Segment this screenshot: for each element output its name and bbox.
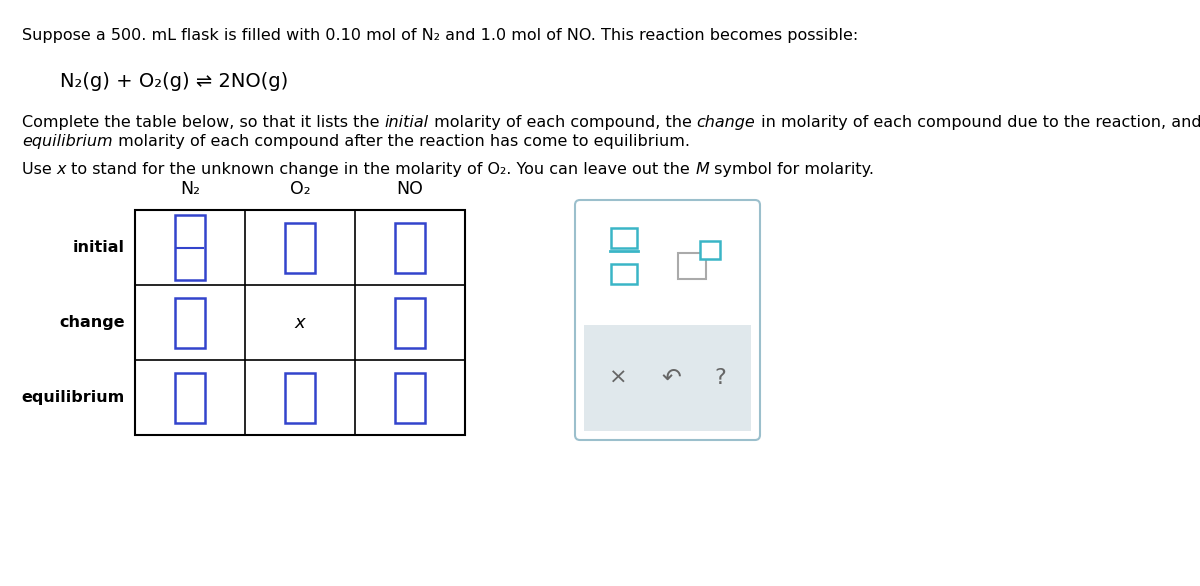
Bar — [175, 373, 205, 423]
Bar — [175, 215, 205, 280]
Text: x: x — [295, 314, 305, 332]
Bar — [286, 223, 314, 272]
Text: x: x — [56, 162, 66, 177]
Text: equilibrium: equilibrium — [22, 134, 113, 149]
Bar — [395, 373, 425, 423]
Text: M: M — [695, 162, 709, 177]
Bar — [584, 325, 751, 431]
Bar — [678, 253, 706, 278]
Text: molarity of each compound after the reaction has come to equilibrium.: molarity of each compound after the reac… — [113, 134, 690, 149]
Bar — [700, 240, 720, 258]
Text: O₂: O₂ — [289, 180, 311, 198]
Text: to stand for the unknown change in the molarity of O₂. You can leave out the: to stand for the unknown change in the m… — [66, 162, 695, 177]
Text: in molarity of each compound due to the reaction, and the: in molarity of each compound due to the … — [756, 115, 1200, 130]
Text: N₂(g) + O₂(g) ⇌ 2NO(g): N₂(g) + O₂(g) ⇌ 2NO(g) — [60, 72, 288, 91]
Bar — [286, 373, 314, 423]
Bar — [134, 210, 466, 435]
Text: Use: Use — [22, 162, 56, 177]
Text: change: change — [697, 115, 756, 130]
Bar — [611, 264, 637, 284]
Text: N₂: N₂ — [180, 180, 200, 198]
Text: ↶: ↶ — [661, 366, 680, 390]
Text: change: change — [59, 315, 125, 330]
Text: NO: NO — [396, 180, 424, 198]
Text: molarity of each compound, the: molarity of each compound, the — [428, 115, 697, 130]
Text: initial: initial — [73, 240, 125, 255]
Text: ×: × — [610, 367, 628, 387]
Bar — [395, 223, 425, 272]
Bar — [395, 298, 425, 347]
Text: Complete the table below, so that it lists the: Complete the table below, so that it lis… — [22, 115, 385, 130]
Text: Suppose a 500. mL flask is filled with 0.10 mol of N₂ and 1.0 mol of NO. This re: Suppose a 500. mL flask is filled with 0… — [22, 28, 858, 43]
Text: equilibrium: equilibrium — [22, 390, 125, 405]
Bar — [611, 227, 637, 248]
Text: initial: initial — [385, 115, 428, 130]
Bar — [175, 298, 205, 347]
FancyBboxPatch shape — [575, 200, 760, 440]
Text: symbol for molarity.: symbol for molarity. — [709, 162, 874, 177]
Text: ?: ? — [714, 367, 726, 387]
